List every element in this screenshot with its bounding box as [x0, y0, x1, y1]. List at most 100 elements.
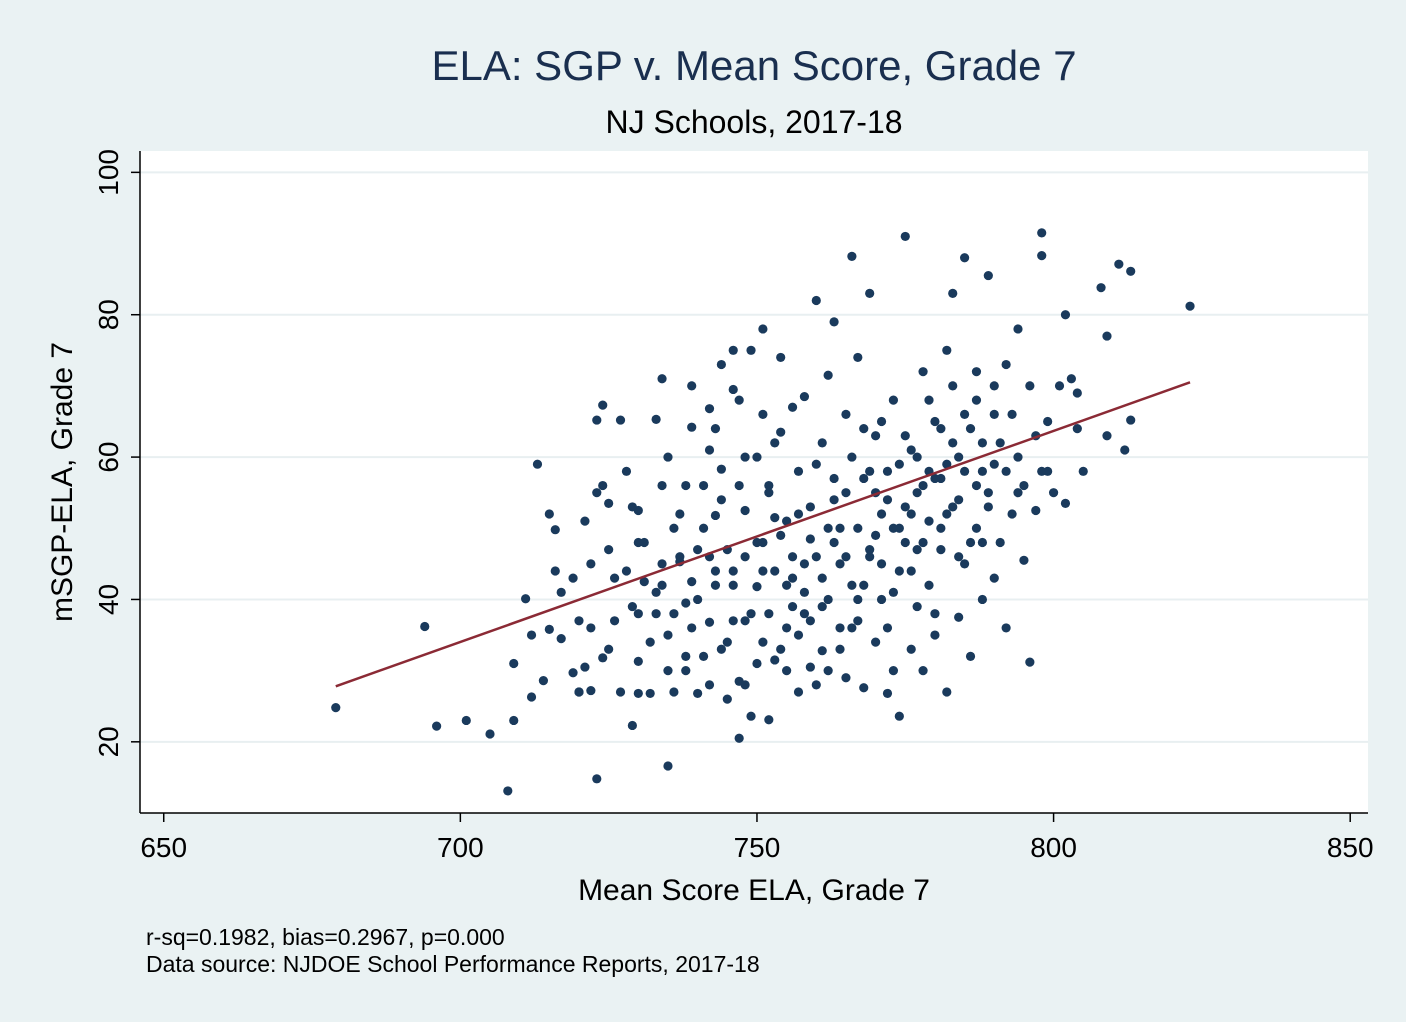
x-tick-label: 750: [734, 832, 781, 863]
data-point: [853, 352, 863, 363]
data-point: [758, 409, 768, 419]
data-point: [936, 545, 946, 555]
data-point: [526, 630, 537, 640]
data-point: [509, 658, 519, 669]
data-point: [633, 656, 643, 666]
data-point: [1019, 555, 1029, 565]
data-point: [544, 509, 554, 519]
data-point: [989, 409, 999, 419]
data-point: [770, 438, 780, 448]
data-point: [805, 662, 815, 672]
data-point: [823, 370, 833, 380]
y-axis-label: mSGP-ELA, Grade 7: [46, 342, 79, 622]
data-point: [681, 666, 691, 676]
data-point: [722, 694, 732, 704]
data-point: [586, 685, 596, 696]
data-point: [835, 559, 845, 569]
data-point: [799, 609, 810, 619]
data-point: [752, 582, 762, 592]
data-point: [704, 617, 715, 627]
data-point: [544, 624, 554, 634]
data-point: [728, 345, 738, 355]
data-point: [574, 616, 584, 626]
data-point: [811, 552, 821, 562]
data-point: [331, 703, 341, 713]
data-point: [1072, 424, 1082, 434]
data-point: [847, 452, 857, 462]
data-point: [663, 452, 673, 462]
data-point: [989, 381, 999, 391]
data-point: [698, 651, 709, 661]
data-point: [912, 488, 922, 498]
data-point: [693, 594, 703, 605]
data-point: [1126, 266, 1136, 276]
data-point: [930, 473, 940, 484]
data-point: [924, 516, 934, 526]
data-point: [983, 488, 993, 498]
data-point: [787, 402, 798, 412]
data-points: [331, 228, 1195, 796]
data-point: [592, 774, 602, 784]
data-point: [876, 509, 887, 519]
data-point: [687, 623, 697, 633]
data-point: [983, 270, 993, 281]
data-point: [965, 537, 976, 548]
data-point: [1102, 431, 1112, 441]
data-point: [859, 683, 869, 693]
data-point: [835, 523, 845, 533]
data-point: [971, 480, 982, 491]
data-point: [841, 552, 851, 562]
data-point: [817, 438, 827, 448]
data-point: [1066, 374, 1076, 384]
data-point: [799, 391, 810, 402]
data-point: [521, 594, 531, 604]
data-point: [1013, 452, 1023, 462]
data-point: [770, 655, 780, 665]
data-point: [615, 415, 626, 425]
data-point: [793, 687, 804, 697]
data-point: [894, 459, 904, 469]
data-point: [764, 715, 774, 725]
data-point: [859, 580, 869, 590]
data-point: [728, 616, 738, 626]
data-point: [882, 623, 893, 633]
data-point: [823, 594, 833, 605]
data-point: [609, 573, 620, 583]
data-point: [787, 601, 798, 612]
data-point: [776, 427, 786, 437]
data-point: [835, 623, 845, 633]
data-point: [669, 609, 679, 619]
data-point: [823, 523, 833, 533]
data-point: [740, 616, 750, 626]
data-point: [805, 534, 815, 544]
data-point: [882, 688, 893, 699]
data-point: [948, 438, 958, 448]
data-point: [888, 587, 899, 597]
data-point: [894, 711, 904, 721]
data-point: [716, 464, 726, 474]
data-point: [752, 537, 762, 548]
data-point: [853, 616, 863, 626]
data-point: [633, 688, 643, 699]
data-point: [1025, 381, 1035, 391]
data-point: [604, 498, 614, 508]
data-point: [657, 580, 667, 590]
data-point: [912, 452, 922, 462]
data-point: [829, 495, 839, 505]
data-point: [687, 422, 697, 432]
data-point: [829, 537, 839, 548]
data-point: [728, 580, 738, 590]
data-point: [604, 545, 614, 555]
data-point: [971, 367, 982, 377]
data-point: [740, 452, 750, 462]
data-point: [876, 594, 887, 605]
data-point: [894, 523, 904, 533]
data-point: [882, 466, 893, 476]
data-point: [1013, 324, 1023, 334]
data-point: [782, 623, 792, 633]
data-point: [675, 509, 685, 519]
data-point: [598, 480, 608, 491]
data-point: [965, 651, 976, 661]
data-point: [1048, 488, 1059, 498]
